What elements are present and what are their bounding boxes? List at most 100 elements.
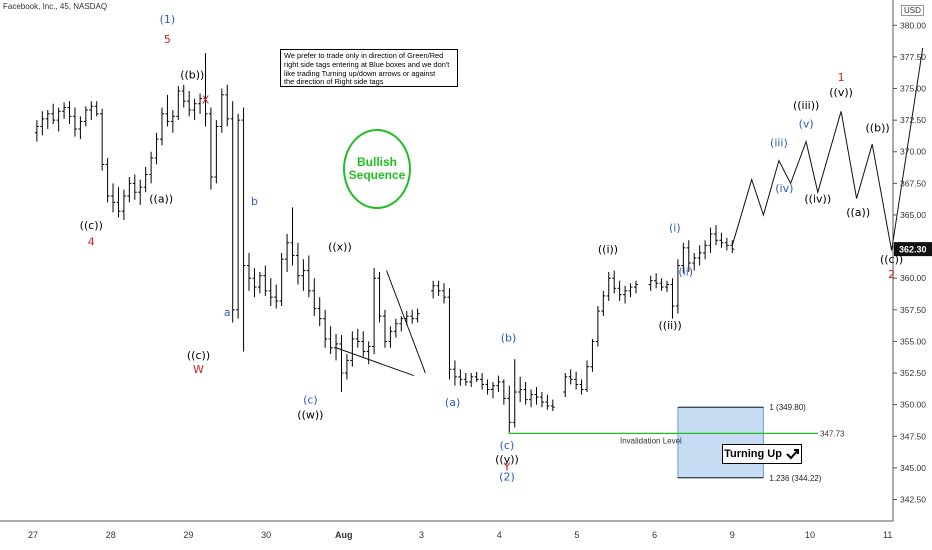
ohlc-bar: [176, 85, 181, 121]
wave-label: 2: [888, 268, 895, 281]
ohlc-bar: [474, 371, 479, 382]
ohlc-bar: [263, 265, 268, 296]
ohlc-bar: [56, 107, 61, 132]
ohlc-bar: [252, 268, 257, 298]
bullish-sequence-badge: Bullish Sequence: [343, 129, 411, 209]
fib-level-label: 1 (349.80): [769, 403, 806, 412]
ohlc-bar: [436, 280, 441, 296]
y-tick-label: 360.00: [900, 273, 926, 283]
wave-label: ((i)): [598, 243, 618, 256]
ohlc-bar: [590, 338, 595, 372]
ohlc-bar: [523, 381, 528, 405]
wave-label: 1: [838, 71, 845, 84]
ohlc-bar: [568, 369, 573, 385]
ohlc-bar: [328, 326, 333, 355]
wave-label: (a): [445, 396, 460, 409]
badge-line-1: Bullish: [356, 155, 397, 169]
ohlc-bar: [617, 280, 622, 301]
x-tick-label: Aug: [335, 530, 353, 540]
ohlc-bar: [306, 255, 311, 298]
ohlc-bar: [563, 373, 568, 398]
x-tick-label: 5: [574, 530, 579, 540]
ohlc-bar: [703, 240, 708, 260]
ohlc-bar: [480, 373, 485, 390]
x-tick-label: 4: [497, 530, 502, 540]
ohlc-bar: [72, 107, 77, 137]
wave-label: (b): [501, 331, 517, 344]
ohlc-bar: [719, 232, 724, 248]
ohlc-bar: [485, 379, 490, 395]
ohlc-bar: [534, 386, 539, 405]
x-tick-label: 9: [730, 530, 735, 540]
x-tick-label: 10: [805, 530, 815, 540]
ohlc-bar: [410, 309, 415, 324]
ohlc-bar: [170, 110, 175, 133]
axes: 342.50 345.00 347.50 350.00 352.50 355.00 357.…: [28, 20, 932, 540]
ohlc-bar: [116, 187, 121, 218]
projection-path: [731, 48, 924, 251]
ohlc-bar: [730, 240, 735, 253]
x-tick-label: 11: [883, 530, 892, 540]
ohlc-bar: [393, 318, 398, 338]
ohlc-bar: [579, 379, 584, 395]
wave-label: (v): [799, 118, 814, 131]
ohlc-bar: [187, 91, 192, 117]
ohlc-bar: [279, 252, 284, 307]
invalidation-value: 347.73: [820, 429, 845, 438]
ohlc-bar: [361, 331, 366, 357]
y-tick-label: 342.50: [900, 495, 926, 505]
ohlc-bar: [40, 111, 45, 136]
wave-label: (iv): [775, 182, 793, 195]
ohlc-bar: [496, 375, 501, 393]
ohlc-bar: [355, 328, 360, 348]
ohlc-bar: [545, 394, 550, 410]
ohlc-bar: [681, 242, 686, 274]
ohlc-bar: [78, 116, 83, 140]
wave-labels: (1)5((b))X((a))((c))4ba((c))W((x))(c)((w…: [80, 13, 904, 484]
ohlc-bar: [654, 273, 659, 289]
y-tick-label: 347.50: [900, 431, 926, 441]
ohlc-bar: [165, 94, 170, 127]
ohlc-bar: [285, 233, 290, 272]
y-tick-label: 367.50: [900, 178, 926, 188]
x-tick-label: 27: [28, 530, 38, 540]
ohlc-bar: [692, 252, 697, 271]
ohlc-bar: [512, 359, 517, 428]
ohlc-bar: [83, 106, 88, 127]
ohlc-bar: [686, 240, 691, 272]
ohlc-bar: [225, 84, 230, 127]
trading-note: We prefer to trade only in direction of …: [280, 49, 458, 87]
blue-box-rect: [677, 406, 764, 479]
ohlc-bar: [628, 283, 633, 298]
wave-label: ((y)): [495, 453, 519, 466]
ohlc-bar: [236, 113, 241, 319]
ohlc-bar: [274, 284, 279, 309]
ohlc-bar: [301, 259, 306, 291]
wave-label: ((v)): [829, 86, 853, 99]
wave-label: ((a)): [149, 192, 173, 205]
ohlc-bar: [574, 371, 579, 390]
ohlc-bar: [62, 102, 67, 119]
badge-line-2: Sequence: [348, 168, 406, 182]
ohlc-bar: [132, 174, 137, 200]
ohlc-bar: [344, 354, 349, 380]
chart-frame: [0, 0, 894, 522]
y-tick-label: 352.50: [900, 368, 926, 378]
ohlc-bar: [550, 399, 555, 411]
ohlc-bar: [648, 275, 653, 291]
wave-label: a: [224, 306, 231, 319]
ohlc-bar: [490, 381, 495, 399]
ohlc-bar: [89, 101, 94, 121]
currency-label: USD: [901, 5, 924, 16]
ohlc-bar: [45, 110, 50, 129]
ohlc-bar: [138, 179, 143, 205]
wave-label: W: [193, 363, 204, 376]
ohlc-bar: [447, 288, 452, 380]
note-line: the direction of Right side tags: [284, 77, 384, 87]
ohlc-bar: [257, 271, 262, 294]
wave-label: (1): [160, 13, 176, 26]
ohlc-bar: [431, 280, 436, 299]
wave-label: (c): [500, 439, 515, 452]
y-tick-label: 350.00: [900, 400, 926, 410]
